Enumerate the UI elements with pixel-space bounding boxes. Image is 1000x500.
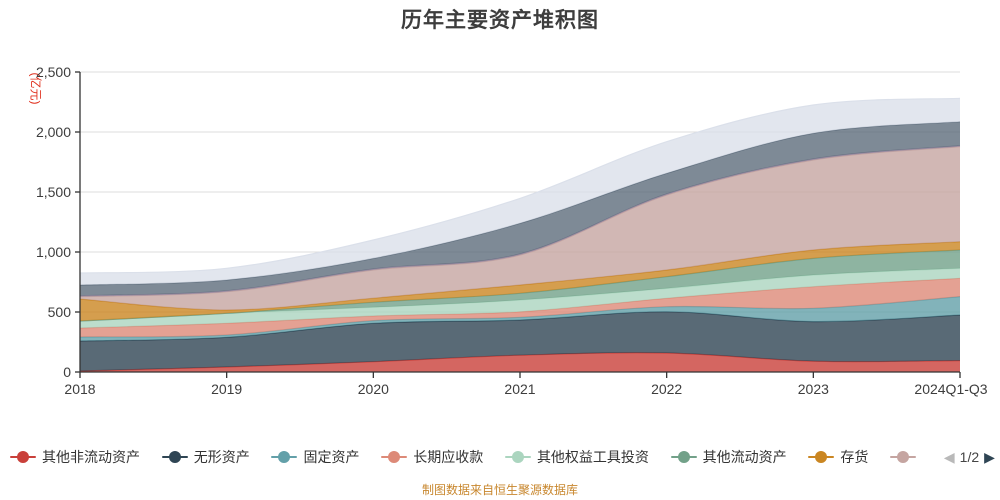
legend-item-6[interactable]: 其他流动资产 [670, 447, 787, 467]
x-tick-label: 2022 [651, 381, 682, 397]
legend-item-label: 存货 [840, 449, 869, 465]
legend-page-indicator: 1/2 [959, 449, 980, 465]
legend-pager: ◀ 1/2 ▶ [944, 449, 995, 465]
y-tick-label: 1,000 [36, 244, 71, 260]
legend-marker-icon [890, 451, 917, 463]
x-tick-label: 2019 [211, 381, 242, 397]
area-series-11 [80, 98, 960, 285]
legend-item-4[interactable]: 长期应收款 [381, 447, 483, 467]
legend-item-label: 其他非流动资产 [42, 449, 140, 465]
y-tick-label: 2,500 [36, 64, 71, 80]
area-series-10 [80, 121, 960, 296]
legend-item-3[interactable]: 固定资产 [271, 447, 359, 467]
legend-item-label: 固定资产 [303, 449, 360, 465]
legend-item-7[interactable]: 存货 [808, 447, 868, 467]
area-series-4 [80, 278, 960, 337]
plot-area: 0 500 1,000 1,500 2,000 2,500 2018 2019 2020 2021… [36, 64, 988, 397]
y-tick-label: 1,500 [36, 184, 71, 200]
legend-item-2[interactable]: 无形资产 [161, 447, 250, 467]
x-tick-label: 2021 [504, 381, 535, 397]
legend-item-label: 长期应收款 [413, 449, 484, 465]
legend-marker-icon [808, 451, 835, 463]
legend-next-icon[interactable]: ▶ [984, 449, 995, 465]
legend-item-1[interactable]: 其他非流动资产 [10, 447, 140, 467]
legend: 其他非流动资产 无形资产 固定资产 长期应收款 其他权益工具投资 其他流动资产 存货 ◀ 1… [10, 444, 995, 470]
legend-item-8[interactable] [890, 451, 922, 463]
legend-prev-icon[interactable]: ◀ [943, 449, 955, 465]
y-tick-label: 2,000 [36, 124, 71, 140]
area-series-2 [80, 311, 960, 371]
legend-item-5[interactable]: 其他权益工具投资 [504, 447, 649, 467]
legend-marker-icon [10, 451, 36, 463]
x-tick-label: 2018 [64, 381, 95, 397]
legend-item-label: 其他权益工具投资 [536, 449, 649, 465]
chart-title: 历年主要资产堆积图 [401, 9, 599, 32]
x-tick-label: 2024Q1-Q3 [914, 381, 987, 397]
y-tick-label: 0 [63, 364, 71, 380]
legend-marker-icon [381, 451, 408, 463]
legend-item-label: 无形资产 [193, 449, 250, 465]
x-tick-label: 2020 [358, 381, 389, 397]
area-series-6 [80, 250, 960, 321]
area-series-8 [80, 146, 960, 311]
legend-marker-icon [271, 451, 298, 463]
line-series-11 [79, 97, 961, 274]
area-series-5 [80, 268, 960, 328]
data-source-note: 制图数据来自恒生聚源数据库 [421, 483, 578, 497]
x-tick-label: 2023 [798, 381, 829, 397]
area-series-7 [80, 241, 960, 321]
legend-marker-icon [161, 451, 188, 463]
legend-marker-icon [670, 451, 697, 463]
legend-marker-icon [504, 451, 531, 463]
legend-item-label: 其他流动资产 [702, 449, 787, 465]
y-tick-label: 500 [48, 304, 72, 320]
